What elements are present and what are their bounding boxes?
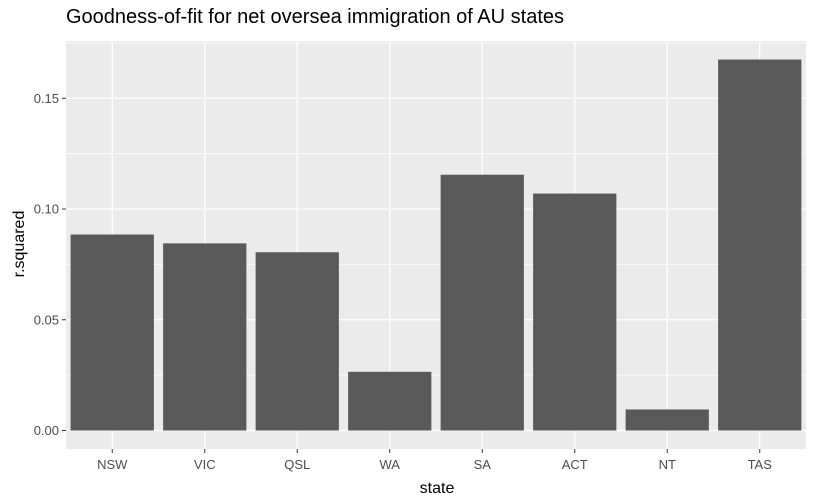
y-tick-label: 0.05 [34,312,59,327]
y-tick-label: 0.00 [34,423,59,438]
bars [70,59,802,431]
bar-nsw [70,234,154,431]
x-tick-label: NT [659,457,676,472]
y-axis: 0.00 0.05 0.10 0.15 [34,91,66,438]
y-tick-label: 0.10 [34,202,59,217]
x-axis-title: state [420,480,455,497]
bar-tas [718,59,802,431]
bar-act [533,193,617,431]
x-tick-label: SA [474,457,492,472]
x-tick-label: QSL [284,457,310,472]
bar-vic [163,243,247,431]
bar-qsl [255,252,339,431]
chart-title: Goodness-of-fit for net oversea immigrat… [66,6,564,28]
bar-nt [625,409,709,431]
x-tick-label: TAS [748,457,773,472]
bar-sa [440,174,524,431]
y-tick-label: 0.15 [34,91,59,106]
x-tick-label: NSW [97,457,128,472]
x-tick-label: VIC [194,457,216,472]
x-axis: NSW VIC QSL WA SA ACT NT TAS [97,449,772,472]
bar-wa [348,371,432,431]
x-tick-label: ACT [562,457,588,472]
y-axis-title: r.squared [11,211,28,278]
x-tick-label: WA [380,457,401,472]
